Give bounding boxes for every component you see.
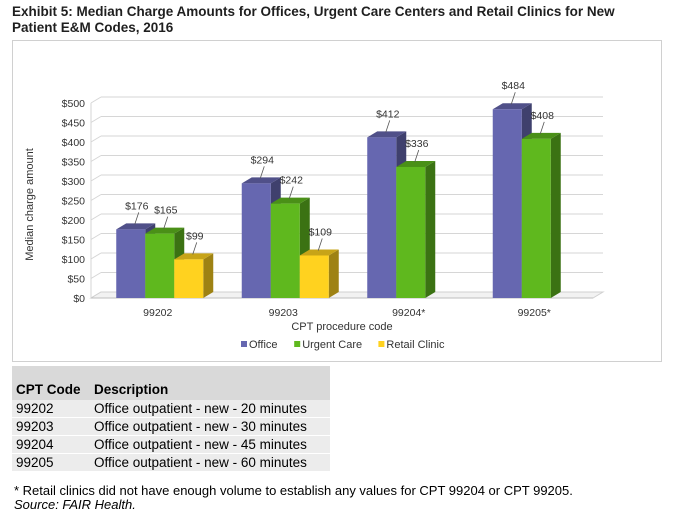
data-label: $242 bbox=[280, 175, 304, 187]
data-label: $99 bbox=[186, 230, 204, 242]
footnote: * Retail clinics did not have enough vol… bbox=[14, 483, 573, 498]
y-axis-title: Median charge amount bbox=[24, 148, 36, 261]
y-tick-label: $100 bbox=[62, 254, 86, 266]
data-label: $412 bbox=[376, 108, 400, 120]
table-cell-description: Office outpatient - new - 45 minutes bbox=[90, 435, 330, 454]
table-row: 99202 Office outpatient - new - 20 minut… bbox=[12, 400, 330, 418]
y-tick-label: $350 bbox=[62, 157, 86, 169]
table-row: 99205 Office outpatient - new - 60 minut… bbox=[12, 453, 330, 472]
x-tick-label: 99203 bbox=[269, 307, 298, 319]
table-cell-code: 99202 bbox=[12, 400, 90, 418]
data-label-leader bbox=[192, 242, 198, 255]
grid-line-depth bbox=[90, 213, 102, 221]
table-cell-description: Office outpatient - new - 30 minutes bbox=[90, 417, 330, 436]
legend-label: Retail Clinic bbox=[386, 339, 445, 351]
y-tick-label: $0 bbox=[73, 293, 85, 305]
data-label-leader bbox=[134, 212, 140, 225]
table-row: 99204 Office outpatient - new - 45 minut… bbox=[12, 435, 330, 454]
data-label-leader bbox=[163, 216, 169, 229]
data-label: $484 bbox=[502, 80, 526, 92]
y-tick-label: $500 bbox=[62, 98, 86, 110]
legend-swatch bbox=[241, 341, 247, 347]
bar-office bbox=[492, 109, 522, 299]
grid-line-depth bbox=[90, 155, 102, 162]
data-label: $165 bbox=[154, 205, 178, 217]
legend-label: Urgent Care bbox=[302, 339, 362, 351]
bar-retail-clinic bbox=[299, 255, 329, 298]
data-label-leader bbox=[385, 120, 391, 133]
data-label: $408 bbox=[531, 110, 555, 122]
bar-urgent-care bbox=[521, 138, 551, 298]
cpt-code-table: CPT Code Description 99202 Office outpat… bbox=[12, 366, 330, 472]
grid-line-depth bbox=[90, 233, 102, 240]
y-tick-label: $200 bbox=[62, 215, 86, 227]
data-label: $336 bbox=[405, 138, 429, 150]
grid-line-depth bbox=[90, 252, 102, 260]
bar-side bbox=[550, 132, 561, 298]
legend-swatch bbox=[294, 341, 301, 347]
grid-line-depth bbox=[90, 174, 102, 182]
table-cell-description: Office outpatient - new - 20 minutes bbox=[90, 400, 330, 418]
table-cell-description: Office outpatient - new - 60 minutes bbox=[90, 453, 330, 472]
legend-label: Office bbox=[249, 339, 278, 351]
bar-top bbox=[396, 160, 436, 167]
bar-chart: $0 $50 $100 $150 $200 $250 $300 $350 $400 $450 $50… bbox=[24, 80, 605, 351]
data-label: $294 bbox=[251, 154, 275, 166]
data-label-leader bbox=[288, 186, 294, 199]
grid-line-depth bbox=[90, 272, 102, 279]
table-cell-code: 99203 bbox=[12, 417, 90, 436]
y-tick-label: $450 bbox=[62, 118, 86, 130]
table-row: 99203 Office outpatient - new - 30 minut… bbox=[12, 417, 330, 436]
bar-top bbox=[116, 223, 156, 230]
table-cell-code: 99205 bbox=[12, 453, 90, 472]
y-tick-label: $150 bbox=[62, 235, 86, 247]
bar-top bbox=[174, 253, 214, 260]
bar-office bbox=[116, 229, 146, 298]
data-label: $109 bbox=[309, 226, 333, 238]
legend-swatch bbox=[378, 341, 385, 347]
bar-top bbox=[492, 103, 532, 110]
bar-urgent-care bbox=[270, 203, 300, 298]
y-tick-label: $300 bbox=[62, 176, 86, 188]
bar-side bbox=[328, 249, 339, 298]
x-tick-label: 99205* bbox=[518, 307, 551, 319]
bar-top bbox=[367, 131, 407, 138]
table-header-description: Description bbox=[90, 366, 330, 400]
bar-office bbox=[367, 137, 397, 298]
chart-title: Exhibit 5: Median Charge Amounts for Off… bbox=[12, 4, 615, 35]
bar-top bbox=[145, 227, 185, 234]
data-label-leader bbox=[539, 121, 545, 135]
x-axis-title: CPT procedure code bbox=[291, 321, 392, 333]
grid-line-depth bbox=[90, 194, 102, 201]
bar-urgent-care bbox=[145, 233, 175, 298]
data-label: $176 bbox=[125, 200, 149, 212]
table-header-code: CPT Code bbox=[12, 366, 90, 400]
data-label-leader bbox=[317, 238, 323, 251]
y-tick-label: $250 bbox=[62, 196, 86, 208]
bar-office bbox=[241, 183, 271, 298]
grid-line-depth bbox=[90, 96, 102, 104]
bar-top bbox=[270, 197, 310, 204]
data-label-leader bbox=[414, 149, 420, 163]
bar-side bbox=[203, 253, 214, 298]
x-tick-label: 99202 bbox=[143, 307, 172, 319]
x-tick-label: 99204* bbox=[392, 307, 425, 319]
bar-top bbox=[241, 177, 281, 184]
table-cell-code: 99204 bbox=[12, 435, 90, 454]
y-tick-label: $400 bbox=[62, 137, 86, 149]
y-tick-label: $50 bbox=[67, 274, 85, 286]
table-header-row: CPT Code Description bbox=[12, 366, 330, 400]
data-label-leader bbox=[510, 92, 516, 105]
grid-line-depth bbox=[90, 135, 102, 143]
source-note: Source: FAIR Health. bbox=[14, 497, 136, 512]
bar-top bbox=[521, 132, 561, 139]
chart-area: $0 $50 $100 $150 $200 $250 $300 $350 $400 $450 $50… bbox=[12, 40, 662, 362]
bar-urgent-care bbox=[396, 166, 426, 298]
data-label-leader bbox=[259, 166, 265, 179]
grid-line-depth bbox=[90, 116, 102, 123]
bar-retail-clinic bbox=[174, 259, 204, 298]
bar-top bbox=[299, 249, 339, 256]
bar-side bbox=[425, 160, 436, 298]
